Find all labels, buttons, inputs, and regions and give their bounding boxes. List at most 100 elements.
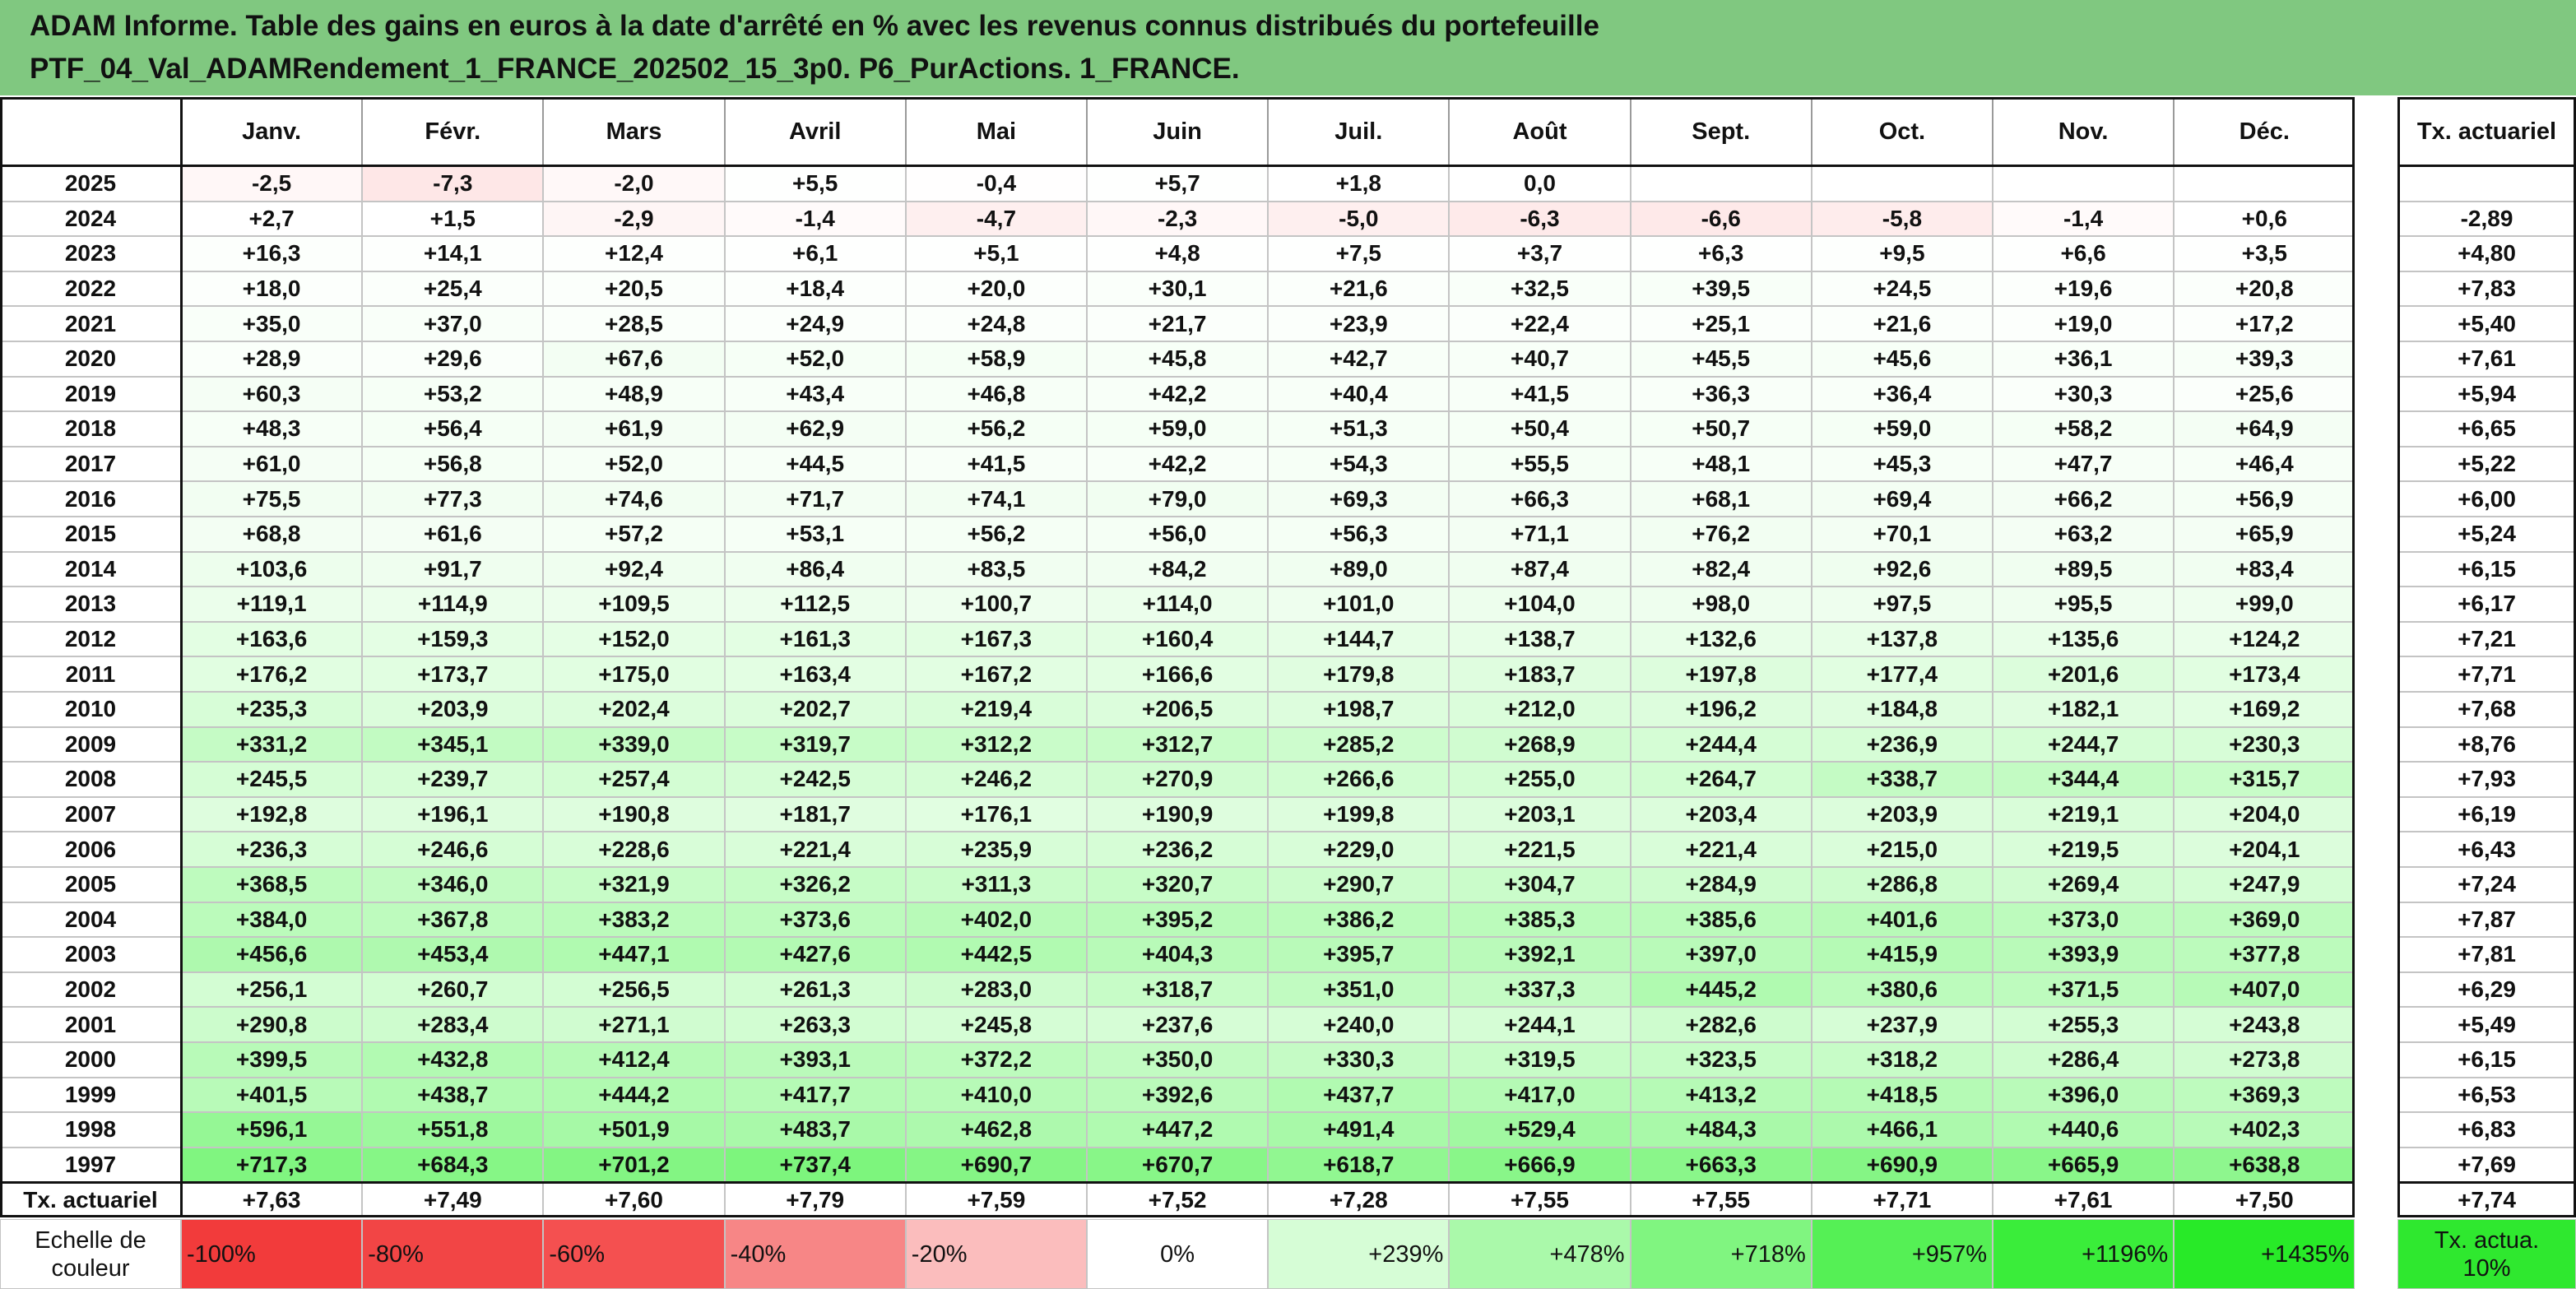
value-cell: +48,9: [543, 376, 725, 412]
value-cell: +444,2: [543, 1077, 725, 1113]
value-cell: +103,6: [181, 551, 363, 587]
value-cell: +401,5: [181, 1077, 363, 1113]
value-cell: +244,1: [1449, 1007, 1631, 1042]
value-cell: +247,9: [2174, 867, 2356, 902]
value-cell: +395,7: [1268, 937, 1450, 972]
value-cell: -6,6: [1630, 201, 1812, 237]
value-cell: +132,6: [1630, 621, 1812, 657]
value-cell: +3,7: [1449, 236, 1631, 271]
column-header: Févr.: [362, 97, 544, 166]
column-header: Mai: [905, 97, 1087, 166]
value-cell: +270,9: [1087, 762, 1269, 797]
value-cell: +397,0: [1630, 937, 1812, 972]
tx-cell: +5,40: [2397, 306, 2576, 341]
value-cell: +52,0: [543, 446, 725, 482]
value-cell: +196,2: [1630, 692, 1812, 727]
value-cell: +37,0: [362, 306, 544, 341]
value-cell: +192,8: [181, 796, 363, 832]
value-cell: +221,4: [724, 832, 906, 867]
value-cell: +369,3: [2174, 1077, 2356, 1113]
footer-cell: +7,59: [905, 1182, 1087, 1217]
value-cell: +392,6: [1087, 1077, 1269, 1113]
value-cell: +235,3: [181, 692, 363, 727]
value-cell: +114,9: [362, 587, 544, 622]
value-cell: +203,1: [1449, 796, 1631, 832]
value-cell: +24,5: [1811, 271, 1993, 307]
value-cell: +690,9: [1811, 1147, 1993, 1183]
value-cell: +242,5: [724, 762, 906, 797]
value-cell: +25,6: [2174, 376, 2356, 412]
year-cell: 2003: [0, 937, 181, 972]
value-cell: +373,0: [1993, 902, 2175, 938]
value-cell: +160,4: [1087, 621, 1269, 657]
value-cell: +351,0: [1268, 971, 1450, 1008]
column-header: Janv.: [181, 97, 363, 166]
value-cell: +666,9: [1449, 1147, 1631, 1183]
value-cell: +256,5: [543, 971, 725, 1008]
value-cell: +491,4: [1268, 1112, 1450, 1148]
tx-cell: +6,19: [2397, 796, 2576, 832]
tx-cell: +7,24: [2397, 867, 2576, 902]
value-cell: +61,0: [181, 446, 363, 482]
value-cell: +244,7: [1993, 726, 2175, 763]
value-cell: +245,8: [905, 1007, 1087, 1042]
value-cell: +71,1: [1449, 517, 1631, 552]
value-cell: +42,2: [1087, 446, 1269, 482]
value-cell: +255,3: [1993, 1007, 2175, 1042]
value-cell: +100,7: [905, 587, 1087, 622]
value-cell: +377,8: [2174, 937, 2356, 972]
value-cell: +67,6: [543, 341, 725, 377]
value-cell: +45,3: [1811, 446, 1993, 482]
value-cell: +243,8: [2174, 1007, 2356, 1042]
value-cell: +244,4: [1630, 726, 1812, 763]
value-cell: -1,4: [724, 201, 906, 237]
value-cell: +437,7: [1268, 1077, 1450, 1113]
value-cell: +40,7: [1449, 341, 1631, 377]
footer-cell: +7,61: [1993, 1182, 2175, 1217]
value-cell: +395,2: [1087, 902, 1269, 938]
value-cell: +6,1: [724, 236, 906, 271]
year-cell: 2021: [0, 306, 181, 341]
value-cell: +260,7: [362, 971, 544, 1008]
value-cell: +1,8: [1268, 166, 1450, 202]
footer-cell: +7,50: [2174, 1182, 2356, 1217]
year-cell: 2004: [0, 902, 181, 938]
value-cell: +19,6: [1993, 271, 2175, 307]
value-cell: +173,4: [2174, 656, 2356, 692]
year-cell: 2013: [0, 587, 181, 622]
value-cell: +197,8: [1630, 656, 1812, 692]
value-cell: +190,9: [1087, 796, 1269, 832]
value-cell: +219,5: [1993, 832, 2175, 867]
value-cell: -2,0: [543, 166, 725, 202]
title-line: PTF_04_Val_ADAMRendement_1_FRANCE_202502…: [30, 53, 1240, 85]
value-cell: +144,7: [1268, 621, 1450, 657]
value-cell: +56,8: [362, 446, 544, 482]
tx-cell: +7,69: [2397, 1147, 2576, 1183]
value-cell: +203,9: [1811, 796, 1993, 832]
footer-cell: +7,79: [724, 1182, 906, 1217]
value-cell: +462,8: [905, 1112, 1087, 1148]
year-cell: 2016: [0, 481, 181, 517]
tx-cell: +5,49: [2397, 1007, 2576, 1042]
column-header: Oct.: [1811, 97, 1993, 166]
value-cell: +166,6: [1087, 656, 1269, 692]
value-cell: +6,3: [1630, 236, 1812, 271]
year-cell: 2008: [0, 762, 181, 797]
scale-tx: Tx. actua. 10%: [2397, 1219, 2576, 1289]
footer-tx: +7,74: [2397, 1182, 2576, 1217]
tx-cell: +7,71: [2397, 656, 2576, 692]
value-cell: +638,8: [2174, 1147, 2356, 1183]
value-cell: +438,7: [362, 1077, 544, 1113]
tx-cell: [2397, 166, 2576, 202]
value-cell: +22,4: [1449, 306, 1631, 341]
value-cell: +196,1: [362, 796, 544, 832]
value-cell: [2174, 166, 2356, 202]
column-header: Mars: [543, 97, 725, 166]
value-cell: +285,2: [1268, 726, 1450, 763]
value-cell: +48,1: [1630, 446, 1812, 482]
value-cell: +466,1: [1811, 1112, 1993, 1148]
value-cell: +175,0: [543, 656, 725, 692]
value-cell: +236,3: [181, 832, 363, 867]
value-cell: +63,2: [1993, 517, 2175, 552]
